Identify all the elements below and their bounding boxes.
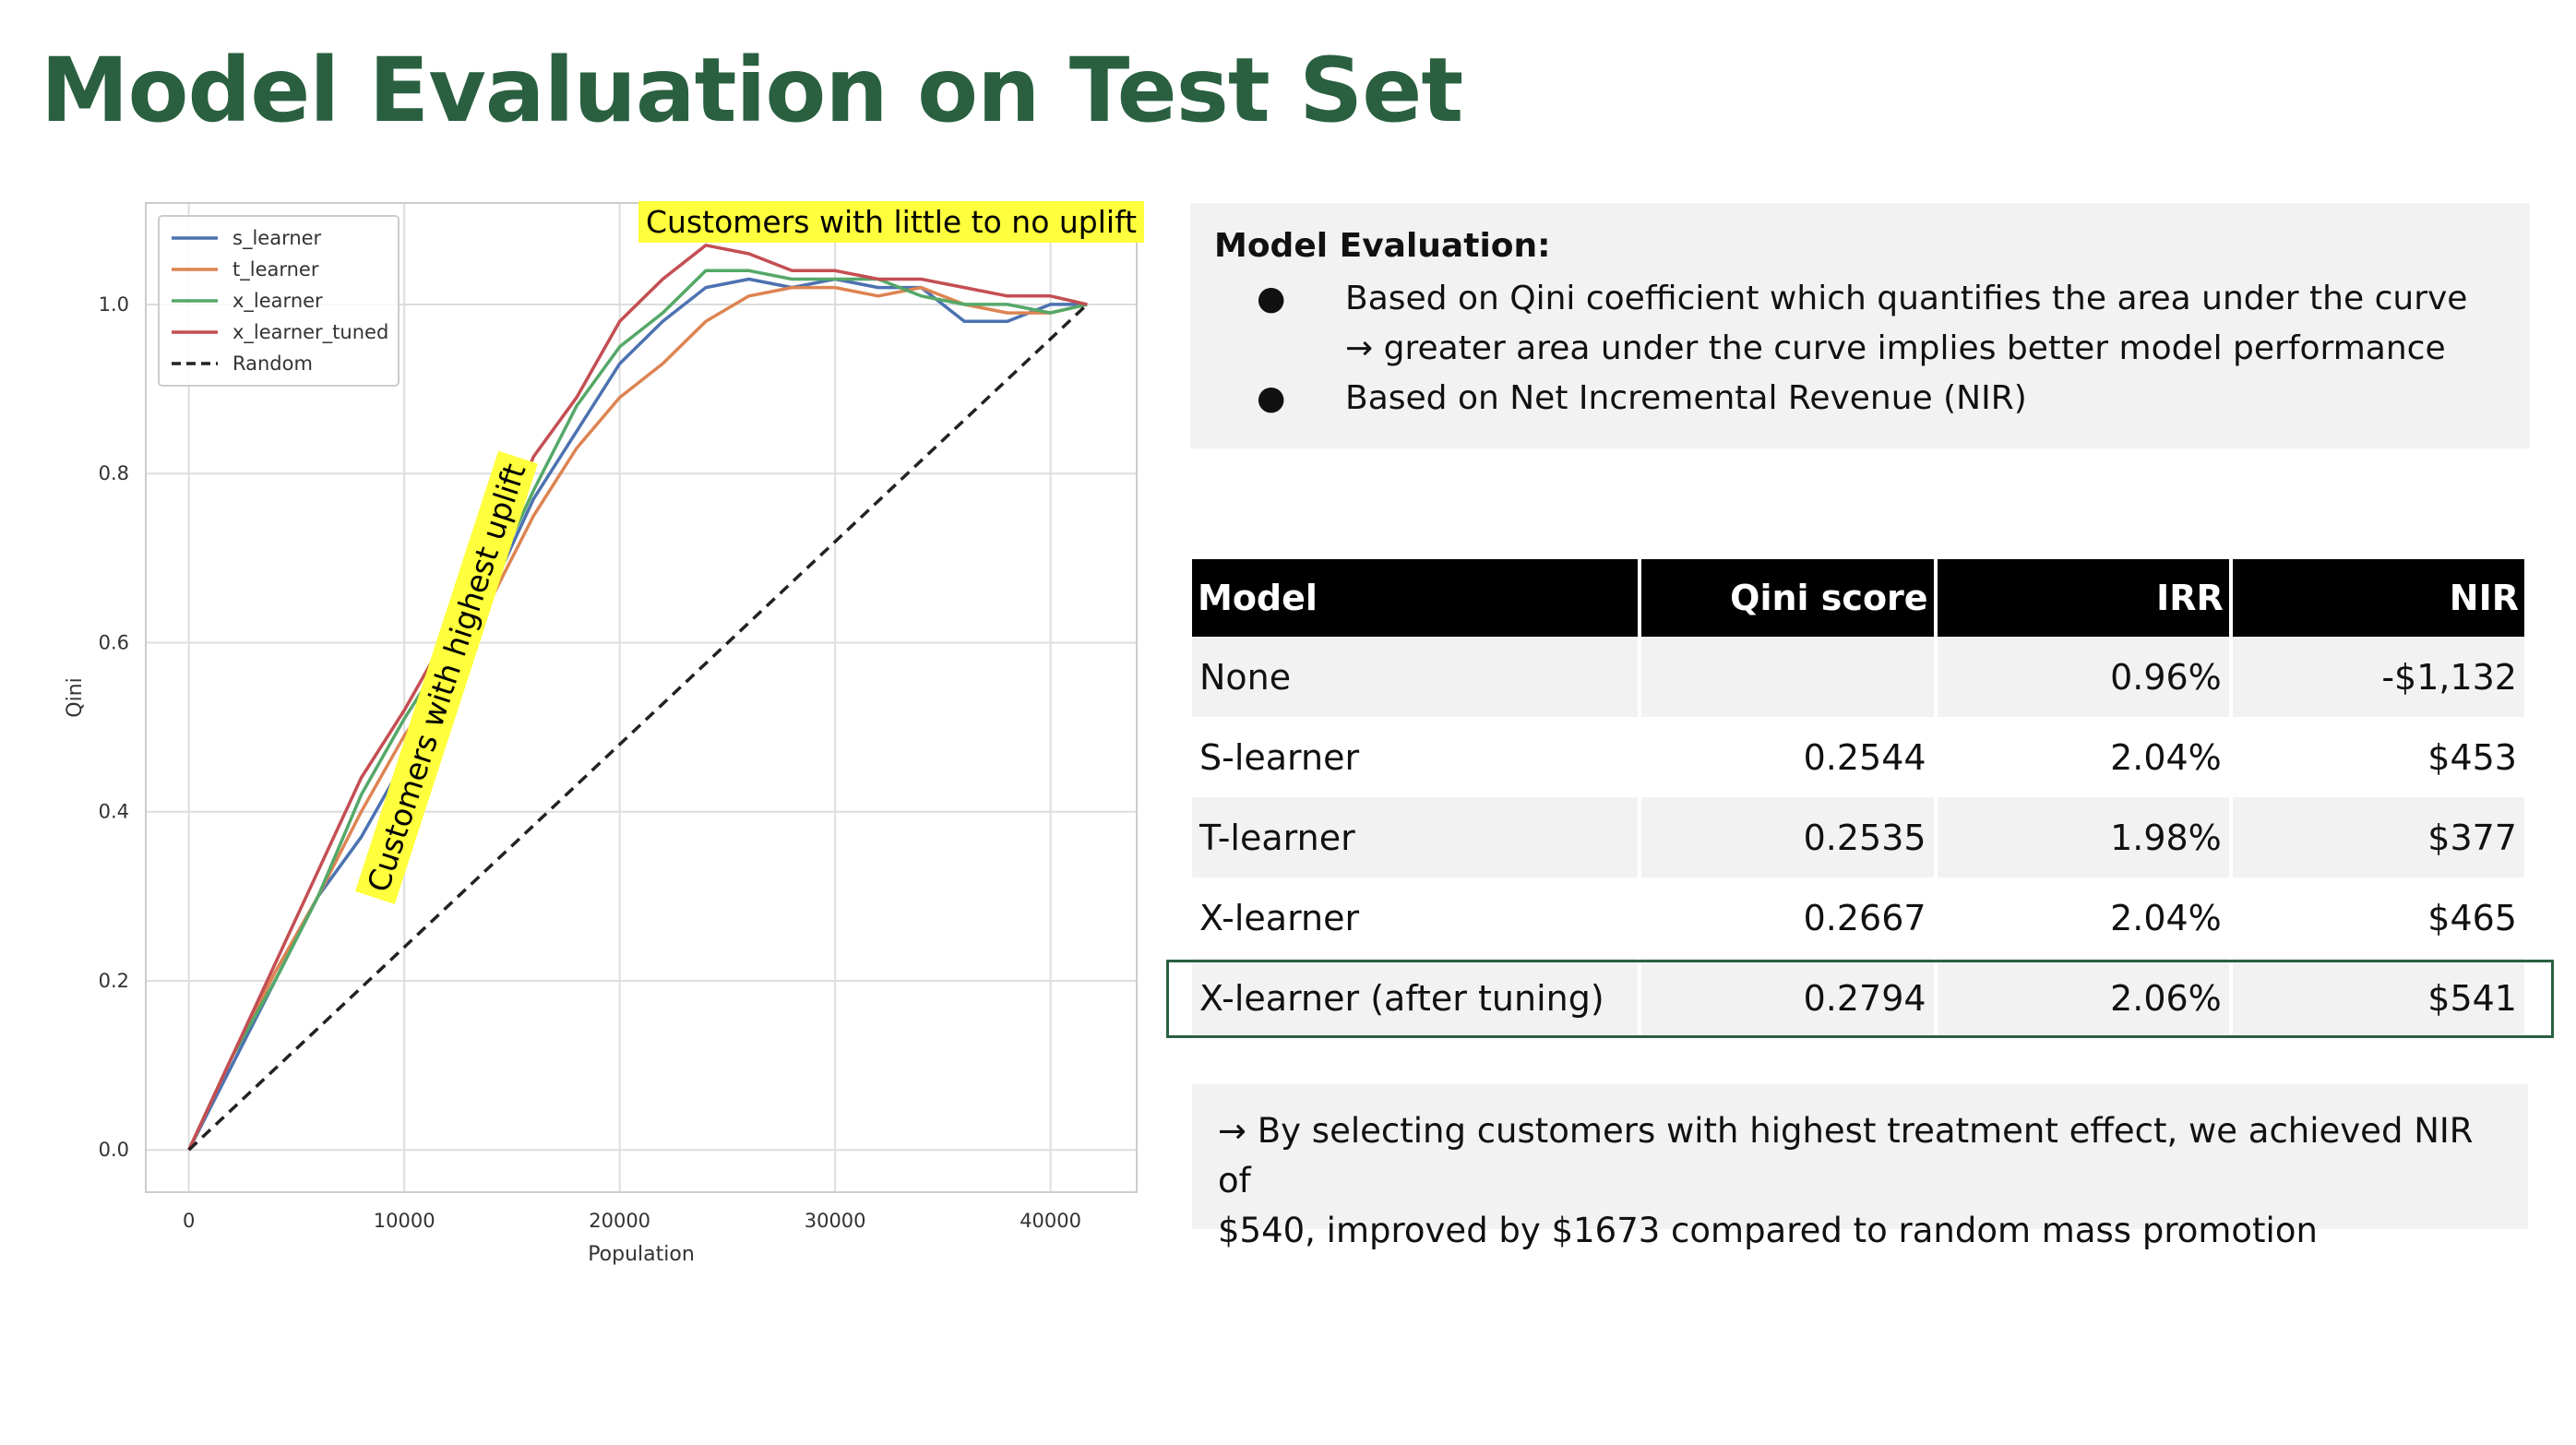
qini-chart: 0 10000 20000 30000 400000.00.20.40.60.81.0 … <box>64 202 1138 1266</box>
cell-irr: 1.98% <box>1937 797 2229 878</box>
conclusion-line-2: $540, improved by $1673 compared to rand… <box>1218 1211 2318 1250</box>
header-nir: NIR <box>2232 559 2524 637</box>
y-tick-label: 0.0 <box>99 1139 129 1161</box>
cell-irr: 2.04% <box>1937 717 2229 797</box>
legend-label: x_learner_tuned <box>233 321 388 344</box>
legend: s_learner t_learner x_learner x_learner_tun… <box>158 215 400 387</box>
series-line-s-learner <box>187 277 1088 1151</box>
table-row: T-learner 0.2535 1.98% $377 <box>1192 797 2524 878</box>
annotation-little-uplift: Customers with little to no uplift <box>638 201 1145 243</box>
cell-nir: $377 <box>2232 797 2524 878</box>
header-qini: Qini score <box>1641 559 1934 637</box>
table-row: X-learner (after tuning) 0.2794 2.06% $5… <box>1192 958 2524 1038</box>
legend-label: s_learner <box>233 227 322 250</box>
x-tick-label: 40000 <box>1020 1210 1081 1232</box>
y-tick-label: 0.4 <box>99 801 129 823</box>
cell-qini: 0.2544 <box>1641 717 1934 797</box>
x-axis-label: Population <box>588 1243 695 1266</box>
evaluation-bullet-2: ● Based on Net Incremental Revenue (NIR) <box>1214 374 2506 424</box>
cell-irr: 0.96% <box>1937 637 2229 717</box>
x-tick-label: 30000 <box>805 1210 866 1232</box>
best-model-highlight-frame <box>1166 960 2554 1038</box>
series-line-x-learner-tuned <box>187 244 1088 1151</box>
evaluation-bullet-1-sub: → greater area under the curve implies b… <box>1345 329 2446 367</box>
y-tick-label: 1.0 <box>99 293 129 316</box>
x-tick-label: 10000 <box>374 1210 435 1232</box>
cell-model: X-learner (after tuning) <box>1192 958 1639 1038</box>
x-tick-label: 20000 <box>589 1210 650 1232</box>
results-table: Model Qini score IRR NIR None 0.96% -$1,… <box>1188 559 2528 1038</box>
cell-nir: $541 <box>2232 958 2524 1038</box>
cell-nir: $465 <box>2232 878 2524 958</box>
cell-qini: 0.2794 <box>1641 958 1934 1038</box>
table-row: X-learner 0.2667 2.04% $465 <box>1192 878 2524 958</box>
series-line-t-learner <box>187 285 1088 1151</box>
header-model: Model <box>1192 559 1639 637</box>
evaluation-heading: Model Evaluation: <box>1214 227 1551 265</box>
y-tick-label: 0.8 <box>99 462 129 484</box>
bullet-text: Based on Net Incremental Revenue (NIR) <box>1345 379 2027 417</box>
cell-nir: $453 <box>2232 717 2524 797</box>
cell-nir: -$1,132 <box>2232 637 2524 717</box>
cell-model: T-learner <box>1192 797 1639 878</box>
header-irr: IRR <box>1937 559 2229 637</box>
tick-labels: 0 10000 20000 30000 40000 0.0 0.2 0.4 0.6 0.8 1.0 <box>99 293 1081 1232</box>
legend-label: t_learner <box>233 258 319 281</box>
page-title: Model Evaluation on Test Set <box>41 39 1463 142</box>
cell-qini <box>1641 637 1934 717</box>
legend-box <box>158 215 400 387</box>
legend-label: Random <box>233 352 313 375</box>
cell-qini: 0.2667 <box>1641 878 1934 958</box>
x-tick-label: 0 <box>183 1210 195 1232</box>
y-tick-label: 0.6 <box>99 631 129 653</box>
y-tick-label: 0.2 <box>99 970 129 992</box>
cell-model: X-learner <box>1192 878 1639 958</box>
cell-model: S-learner <box>1192 717 1639 797</box>
cell-model: None <box>1192 637 1639 717</box>
table-row: S-learner 0.2544 2.04% $453 <box>1192 717 2524 797</box>
cell-qini: 0.2535 <box>1641 797 1934 878</box>
series-layer <box>187 244 1089 1152</box>
table-row: None 0.96% -$1,132 <box>1192 637 2524 717</box>
bullet-marker: ● <box>1257 379 1286 417</box>
series-line-random <box>187 303 1089 1152</box>
cell-irr: 2.06% <box>1937 958 2229 1038</box>
evaluation-bullet-1: ● Based on Qini coefficient which quanti… <box>1214 274 2506 324</box>
conclusion-line-1: → By selecting customers with highest tr… <box>1218 1111 2474 1200</box>
y-axis-label: Qini <box>64 677 87 717</box>
bullet-text: Based on Qini coefficient which quantifi… <box>1345 280 2468 317</box>
legend-label: x_learner <box>233 290 323 313</box>
cell-irr: 2.04% <box>1937 878 2229 958</box>
conclusion-box: → By selecting customers with highest tr… <box>1192 1084 2528 1250</box>
series-line-x-learner <box>187 269 1088 1151</box>
evaluation-box: Model Evaluation: ● Based on Qini coeffi… <box>1190 203 2530 448</box>
bullet-marker: ● <box>1257 280 1286 317</box>
table-header-row: Model Qini score IRR NIR <box>1192 559 2524 637</box>
